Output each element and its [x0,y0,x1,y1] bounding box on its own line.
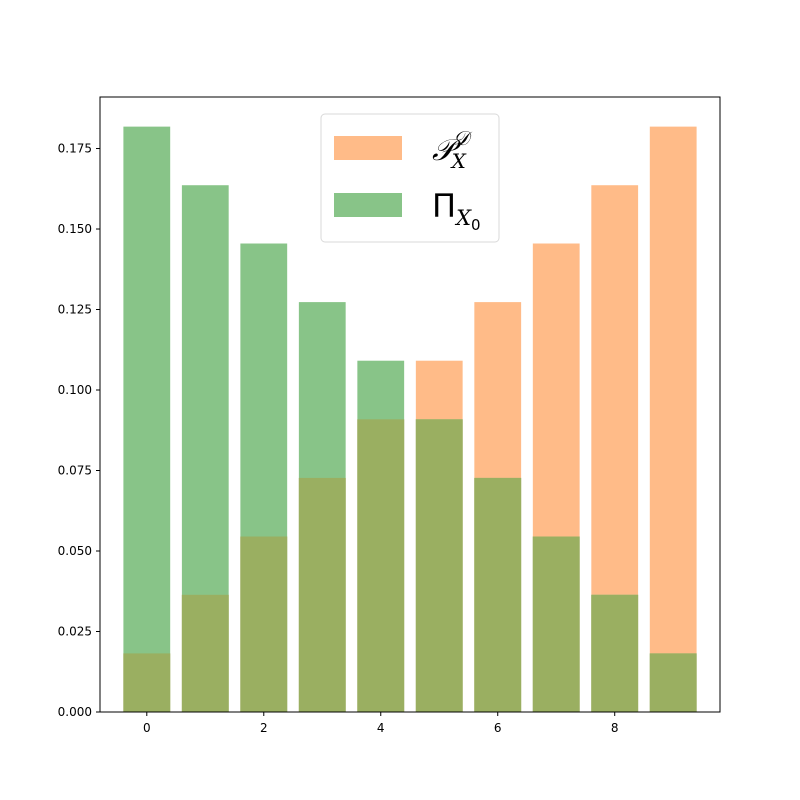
bar-overlap-1 [181,594,229,712]
legend-label-pi-sub: X [454,206,472,230]
legend-label-pi: ΠX0 [432,187,481,234]
legend-label-pi-main: Π [432,187,456,225]
y-tick-label-0.000: 0.000 [58,705,92,719]
plot-frame [99,96,721,713]
x-axis: 0 2 4 6 8 [143,712,619,735]
y-tick-label-0.150: 0.150 [58,222,92,236]
bar-overlap-0 [123,653,171,712]
x-tick-label-0: 0 [143,721,151,735]
y-tick-label-0.100: 0.100 [58,383,92,397]
legend-label-pi-subsub: 0 [471,216,481,234]
x-tick-label-6: 6 [494,721,502,735]
bar-overlap-8 [591,594,639,712]
bars-layer-overlap [123,419,697,712]
bar-overlap-3 [298,477,346,712]
bar-p-9 [649,126,697,712]
y-axis: 0.000 0.025 0.050 0.075 0.100 0.125 0.150 0.175 [58,142,100,719]
bar-pi-0 [123,126,171,712]
legend-label-p-sup: 𝒟 [453,126,473,150]
y-tick-label-0.075: 0.075 [58,464,92,478]
y-tick-label-0.175: 0.175 [58,142,92,156]
bar-overlap-4 [357,419,405,712]
legend-label-p-sub: X [450,149,467,173]
y-tick-label-0.050: 0.050 [58,544,92,558]
legend-swatch-p [334,136,402,160]
bar-overlap-9 [649,653,697,712]
x-tick-label-4: 4 [377,721,385,735]
legend-swatch-pi [334,193,402,217]
bar-overlap-5 [415,419,463,712]
bar-overlap-7 [532,536,580,712]
y-tick-label-0.125: 0.125 [58,303,92,317]
x-tick-label-2: 2 [260,721,268,735]
legend: 𝒫X 𝒟 ΠX0 [320,113,500,243]
y-tick-label-0.025: 0.025 [58,625,92,639]
bar-overlap-6 [474,477,522,712]
bar-overlap-2 [240,536,288,712]
x-tick-label-8: 8 [611,721,619,735]
